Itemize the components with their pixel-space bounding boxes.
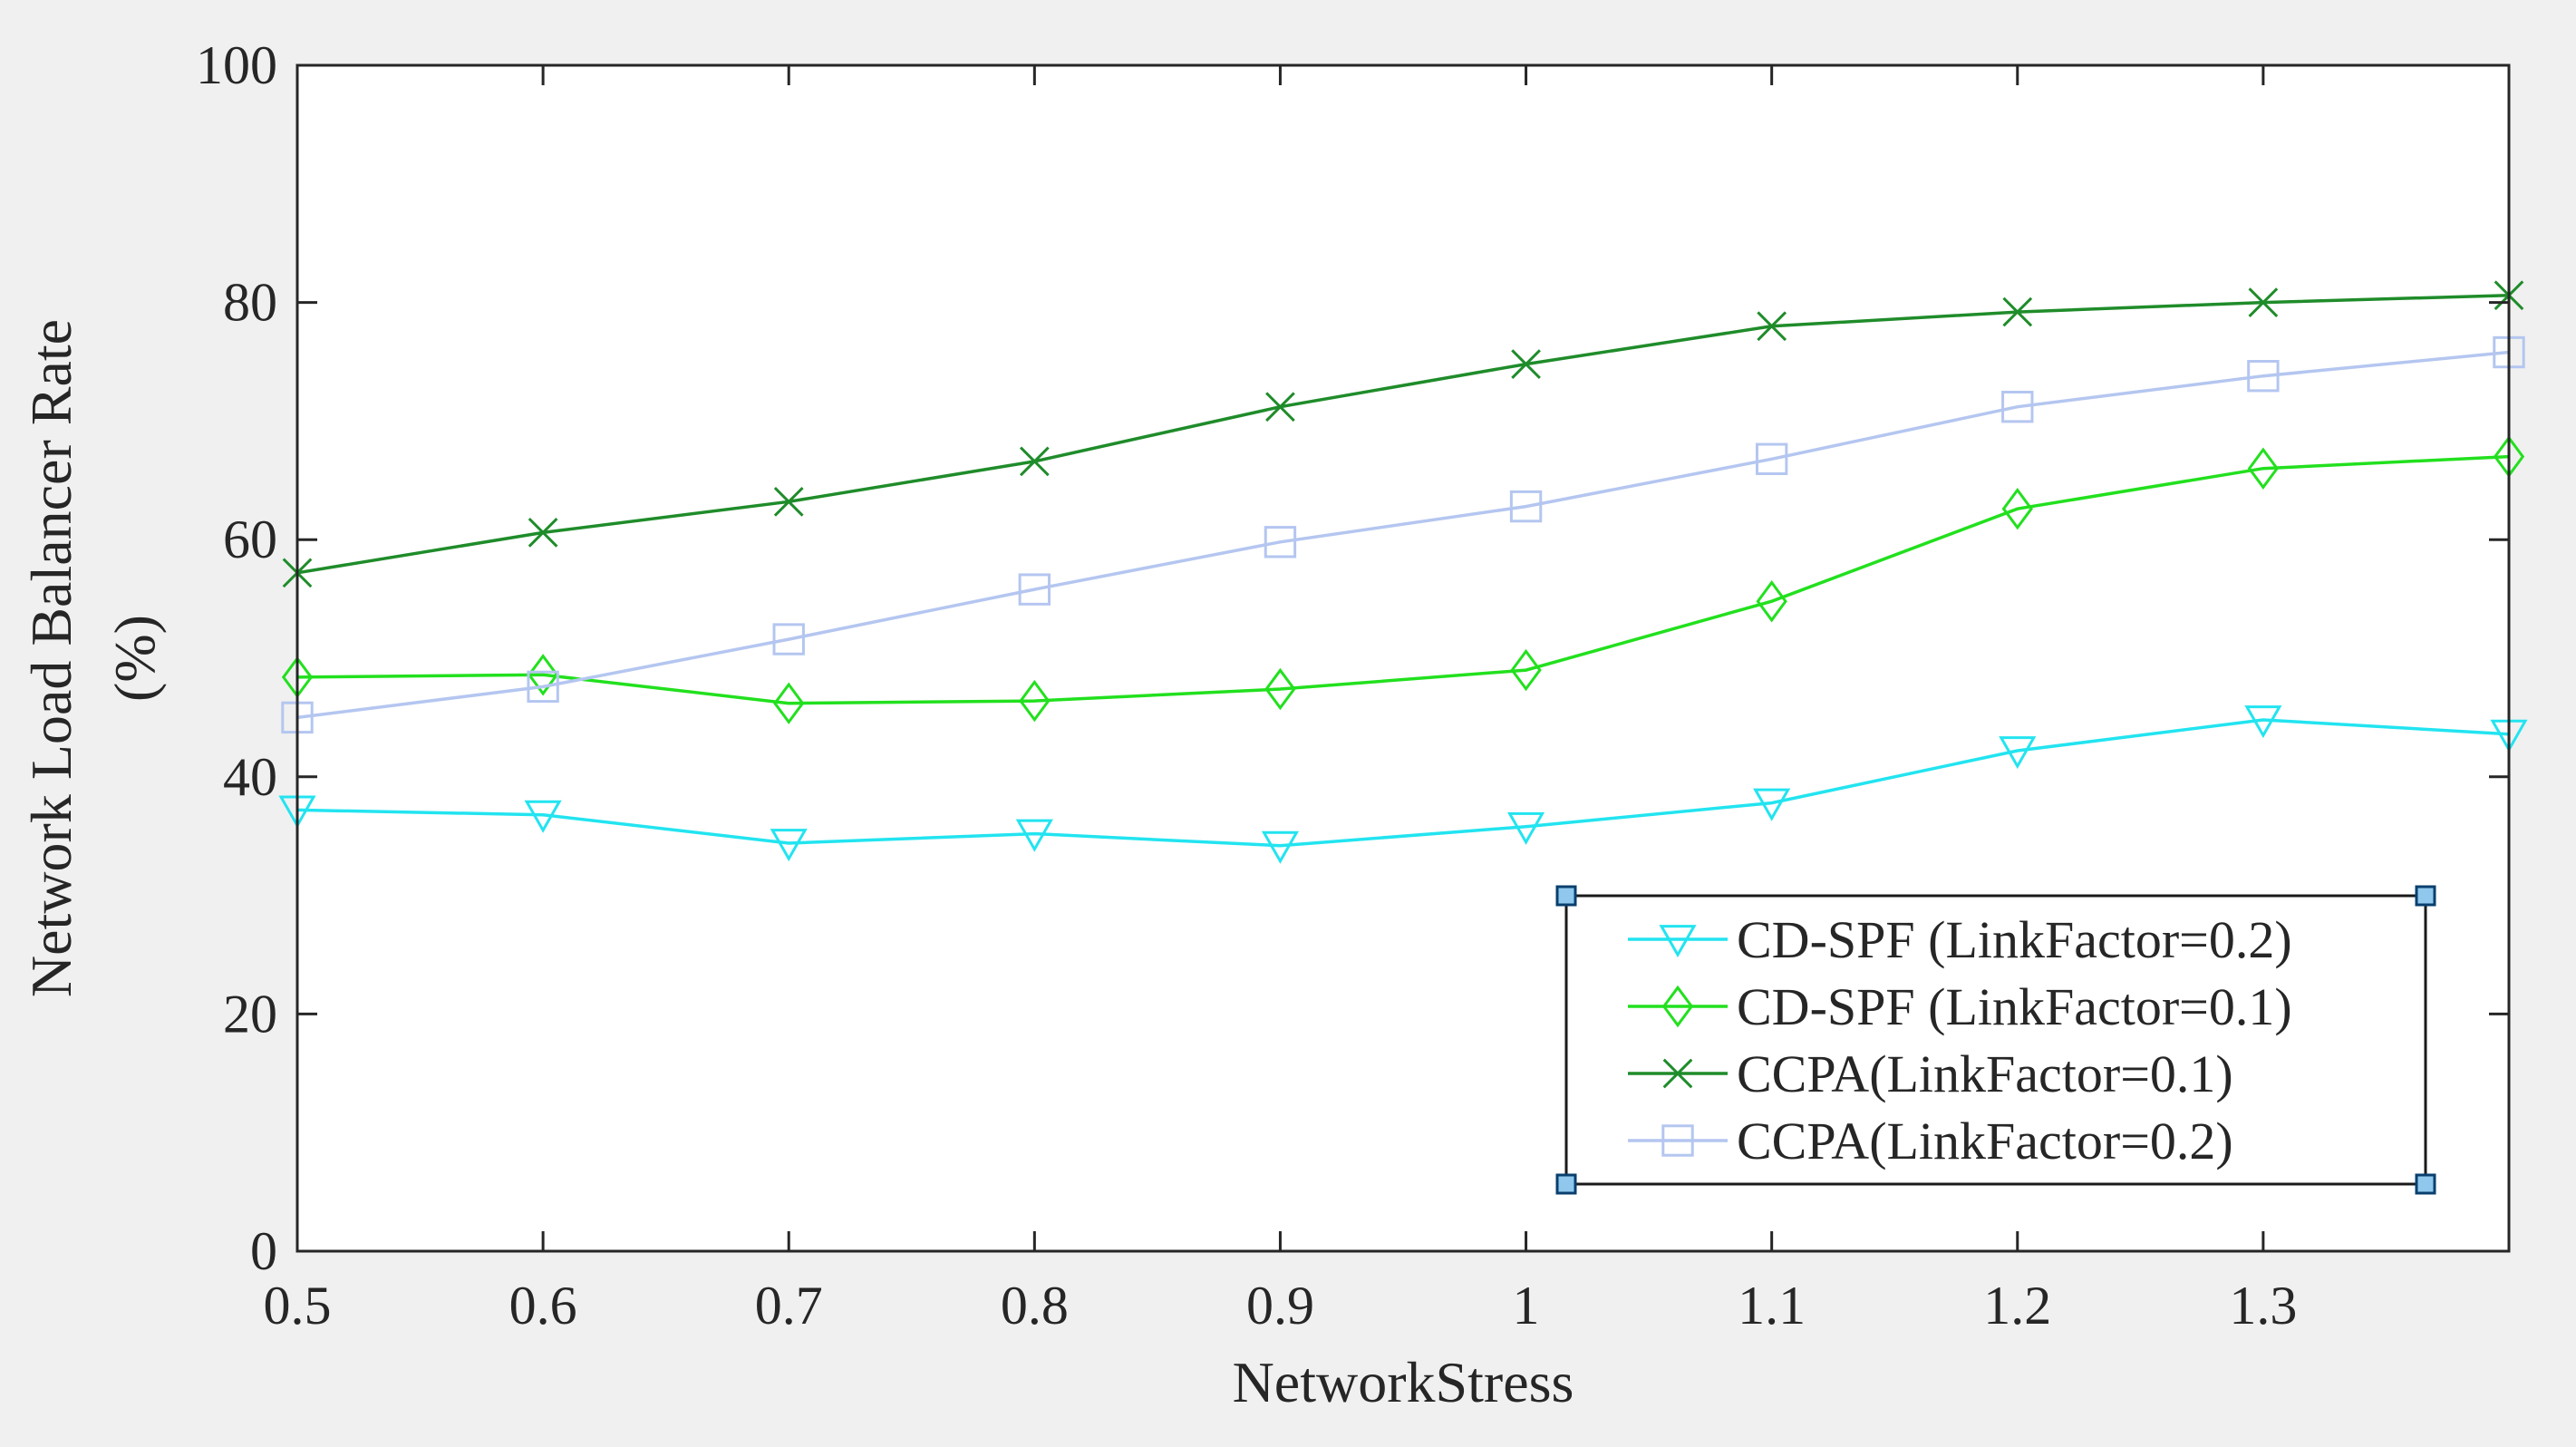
data-point	[773, 486, 804, 517]
legend-entry: CD-SPF (LinkFactor=0.1)	[1628, 977, 2292, 1036]
x-axis-label: NetworkStress	[1233, 1350, 1574, 1414]
data-point	[527, 654, 559, 696]
legend-marker	[1661, 985, 1694, 1028]
data-point	[528, 517, 558, 548]
data-point	[1509, 490, 1543, 523]
y-tick-label: 60	[223, 510, 277, 569]
y-axis-label: Network Load Balancer Rate	[19, 319, 83, 997]
legend-entry: CCPA(LinkFactor=0.1)	[1628, 1044, 2233, 1103]
data-point	[1019, 679, 1051, 723]
legend-label: CD-SPF (LinkFactor=0.2)	[1737, 910, 2292, 969]
legend-label: CCPA(LinkFactor=0.2)	[1737, 1112, 2233, 1170]
y-tick-label: 80	[223, 273, 277, 333]
x-tick-label: 0.7	[755, 1276, 823, 1335]
legend-label: CD-SPF (LinkFactor=0.1)	[1737, 977, 2292, 1036]
data-point	[1755, 442, 1788, 475]
data-point	[1264, 667, 1296, 711]
data-point	[1999, 736, 2037, 770]
legend-label: CCPA(LinkFactor=0.1)	[1737, 1044, 2233, 1103]
data-point	[1757, 311, 1787, 342]
x-tick-label: 0.9	[1246, 1276, 1314, 1335]
data-point	[1506, 811, 1545, 845]
series-2	[281, 435, 2525, 724]
ticks-layer: 0.5 0.6 0.7 0.8 0.9 1 1.1 1.2 1.3 0 20 40 60 80 100	[196, 35, 2509, 1335]
legend-entry: CCPA(LinkFactor=0.2)	[1628, 1112, 2233, 1170]
x-tick-label: 1.3	[2229, 1276, 2297, 1335]
data-point	[1756, 579, 1787, 623]
series-4	[281, 335, 2525, 734]
series-layer	[278, 280, 2528, 864]
legend-resize-handle[interactable]	[2415, 885, 2436, 907]
legend[interactable]: CD-SPF (LinkFactor=0.2) CD-SPF (LinkFacto…	[1555, 885, 2436, 1195]
legend-marker	[1661, 1124, 1694, 1157]
data-point	[2247, 359, 2280, 393]
y-tick-label: 100	[196, 35, 277, 95]
x-tick-label: 0.6	[509, 1276, 577, 1335]
data-point	[1264, 526, 1297, 558]
data-point	[2247, 447, 2280, 490]
data-point	[1753, 788, 1791, 821]
data-point	[527, 670, 559, 704]
data-point	[2244, 705, 2282, 739]
y-tick-label: 40	[223, 747, 277, 807]
data-point	[772, 623, 805, 656]
series-line	[296, 350, 2510, 720]
legend-resize-handle[interactable]	[1555, 885, 1577, 907]
x-tick-label: 1.2	[1983, 1276, 2051, 1335]
legend-entry: CD-SPF (LinkFactor=0.2)	[1628, 910, 2292, 969]
series-1	[278, 705, 2528, 864]
data-point	[1261, 830, 1300, 864]
data-point	[1019, 446, 1050, 477]
x-tick-label: 1.1	[1738, 1276, 1806, 1335]
data-point	[2001, 391, 2034, 423]
data-point	[2001, 487, 2033, 530]
series-line	[296, 718, 2510, 848]
x-tick-label: 0.8	[1001, 1276, 1069, 1335]
data-point	[773, 682, 805, 724]
data-point	[770, 829, 808, 862]
legend-resize-handle[interactable]	[2415, 1173, 2436, 1195]
legend-resize-handle[interactable]	[1555, 1173, 1577, 1195]
data-point	[2248, 287, 2279, 317]
data-point	[1018, 573, 1051, 606]
data-point	[1510, 648, 1542, 692]
data-point	[524, 800, 562, 833]
data-point	[1015, 819, 1053, 852]
data-point	[1265, 392, 1295, 422]
x-tick-label: 0.5	[264, 1276, 332, 1335]
legend-marker	[1659, 925, 1697, 958]
legend-box	[1564, 894, 2427, 1186]
axes-box	[295, 63, 2511, 1253]
y-tick-label: 20	[223, 984, 277, 1044]
y-axis-label-unit: (%)	[102, 615, 167, 702]
series-line	[296, 454, 2510, 705]
series-line	[296, 294, 2510, 575]
legend-marker	[1662, 1058, 1693, 1089]
y-tick-label: 0	[250, 1221, 277, 1281]
x-tick-label: 1	[1513, 1276, 1540, 1335]
data-point	[1511, 349, 1541, 379]
data-point	[2002, 296, 2033, 327]
